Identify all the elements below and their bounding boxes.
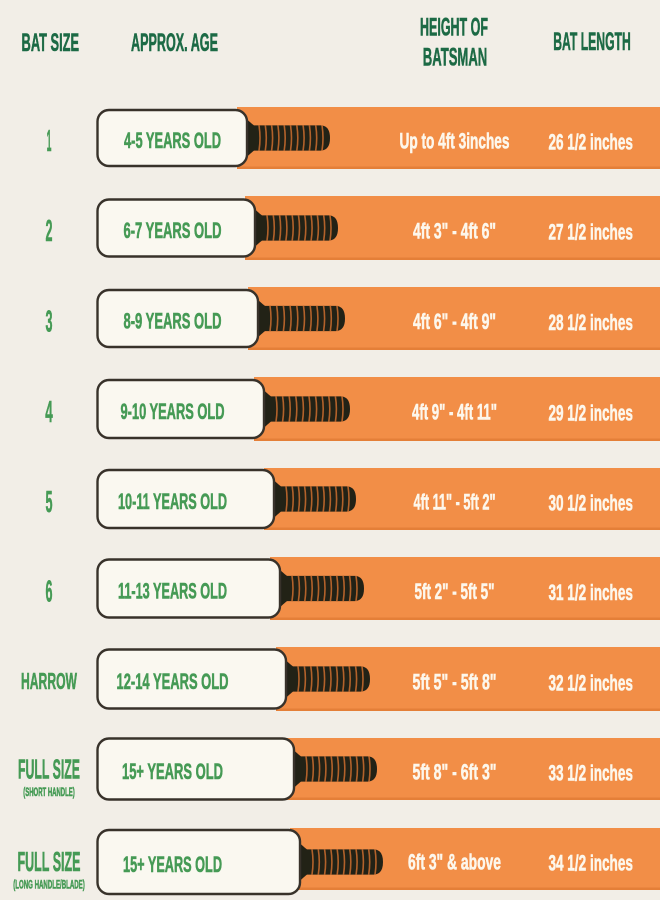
svg-text:11-13 YEARS OLD: 11-13 YEARS OLD — [118, 578, 227, 603]
svg-text:BAT SIZE: BAT SIZE — [22, 29, 80, 57]
svg-text:Up to 4ft 3inches: Up to 4ft 3inches — [400, 129, 510, 154]
svg-text:(LONG HANDLE/BLADE): (LONG HANDLE/BLADE) — [13, 877, 85, 891]
svg-text:27 1/2 inches: 27 1/2 inches — [548, 220, 633, 245]
svg-text:33 1/2 inches: 33 1/2 inches — [548, 761, 633, 786]
svg-text:6: 6 — [46, 574, 53, 608]
svg-text:34 1/2 inches: 34 1/2 inches — [548, 851, 633, 876]
svg-text:10-11 YEARS OLD: 10-11 YEARS OLD — [118, 489, 227, 514]
svg-text:32 1/2 inches: 32 1/2 inches — [548, 671, 633, 696]
svg-text:6-7 YEARS OLD: 6-7 YEARS OLD — [124, 218, 222, 243]
svg-text:BATSMAN: BATSMAN — [423, 44, 488, 72]
svg-text:4ft 3" - 4ft 6": 4ft 3" - 4ft 6" — [413, 219, 496, 244]
svg-text:6ft 3" & above: 6ft 3" & above — [408, 850, 501, 875]
svg-text:FULL SIZE: FULL SIZE — [18, 753, 80, 784]
svg-text:APPROX. AGE: APPROX. AGE — [131, 29, 218, 57]
svg-text:30 1/2 inches: 30 1/2 inches — [548, 491, 633, 516]
svg-text:2: 2 — [46, 214, 53, 248]
svg-text:31 1/2 inches: 31 1/2 inches — [548, 580, 633, 605]
svg-text:9-10 YEARS OLD: 9-10 YEARS OLD — [121, 399, 225, 424]
svg-text:BAT LENGTH: BAT LENGTH — [553, 28, 631, 56]
svg-text:HEIGHT OF: HEIGHT OF — [420, 14, 488, 42]
svg-text:HARROW: HARROW — [21, 668, 77, 694]
svg-text:5: 5 — [46, 485, 53, 519]
svg-text:1: 1 — [47, 124, 52, 158]
svg-text:12-14 YEARS OLD: 12-14 YEARS OLD — [117, 669, 229, 694]
svg-text:28 1/2 inches: 28 1/2 inches — [548, 310, 633, 335]
svg-text:4ft 9" - 4ft 11": 4ft 9" - 4ft 11" — [412, 400, 497, 425]
svg-text:15+ YEARS OLD: 15+ YEARS OLD — [122, 759, 223, 784]
svg-text:8-9 YEARS OLD: 8-9 YEARS OLD — [124, 308, 222, 333]
svg-text:26 1/2 inches: 26 1/2 inches — [548, 130, 633, 155]
svg-text:4ft 6" - 4ft 9": 4ft 6" - 4ft 9" — [413, 309, 496, 334]
svg-text:3: 3 — [46, 304, 53, 338]
svg-text:FULL SIZE: FULL SIZE — [18, 846, 81, 877]
svg-text:(SHORT HANDLE): (SHORT HANDLE) — [23, 787, 75, 799]
svg-text:4-5 YEARS OLD: 4-5 YEARS OLD — [124, 128, 221, 153]
svg-text:29 1/2 inches: 29 1/2 inches — [548, 401, 633, 426]
svg-text:4ft 11" - 5ft 2": 4ft 11" - 5ft 2" — [414, 490, 496, 515]
svg-text:4: 4 — [45, 395, 53, 429]
svg-text:5ft 2" - 5ft 5": 5ft 2" - 5ft 5" — [415, 579, 495, 604]
svg-text:5ft 8" - 6ft 3": 5ft 8" - 6ft 3" — [413, 760, 497, 785]
svg-text:15+ YEARS OLD: 15+ YEARS OLD — [123, 852, 222, 877]
svg-text:5ft 5" - 5ft 8": 5ft 5" - 5ft 8" — [413, 670, 497, 695]
